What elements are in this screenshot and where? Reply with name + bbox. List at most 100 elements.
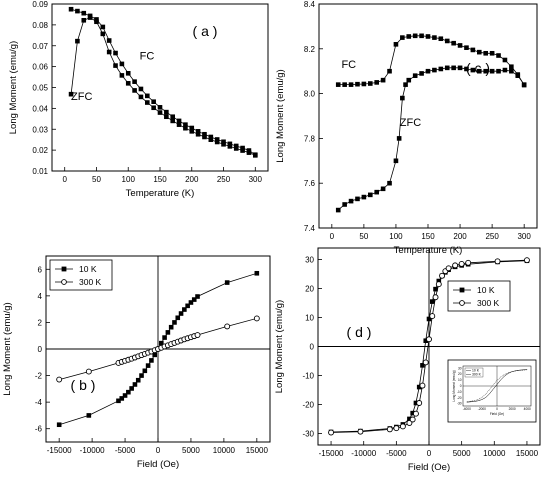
data-point xyxy=(144,93,150,99)
data-point xyxy=(355,196,360,202)
x-tick-label: -10000 xyxy=(80,446,105,455)
data-point xyxy=(214,139,220,145)
data-point xyxy=(429,299,435,304)
y-tick-label: 0 xyxy=(38,345,43,354)
x-tick-label: 0 xyxy=(427,449,432,458)
data-point xyxy=(509,64,514,70)
inset-legend-label: 10 K xyxy=(472,369,480,373)
y-tick-label: 0.05 xyxy=(32,84,48,93)
data-point xyxy=(182,307,187,312)
y-tick-label: 0.04 xyxy=(32,104,48,113)
y-tick-label: 0.08 xyxy=(32,21,48,30)
x-tick-label: 150 xyxy=(421,232,435,241)
data-point xyxy=(393,158,399,164)
chart-panel-a: 0 50 100 150 200 250 300 0.01 0.02 0.03 0.04 0.05 0.… xyxy=(8,0,269,199)
y-axis-label: Long Moment (emu/g) xyxy=(275,69,286,162)
data-point xyxy=(149,358,154,363)
x-tick-label: -10000 xyxy=(351,449,376,458)
data-point xyxy=(119,73,125,78)
data-point xyxy=(246,150,252,155)
inset-y-tick-label: -10 xyxy=(457,390,462,394)
inset-series-line xyxy=(466,369,528,403)
data-point xyxy=(113,63,118,68)
x-tick-label: 15000 xyxy=(516,449,539,458)
series-annotation: FC xyxy=(140,50,155,62)
data-point xyxy=(119,61,125,67)
data-point xyxy=(335,82,341,87)
data-point xyxy=(94,19,99,25)
x-tick-label: 100 xyxy=(122,175,136,184)
data-point xyxy=(465,259,472,266)
data-point xyxy=(183,125,188,131)
data-point xyxy=(342,82,347,87)
y-tick-label: 8.0 xyxy=(304,90,316,99)
data-point xyxy=(119,396,125,401)
data-point xyxy=(195,294,200,299)
x-tick-label: 50 xyxy=(92,175,101,184)
y-tick-label: -20 xyxy=(302,400,314,409)
data-point xyxy=(144,100,150,105)
data-point xyxy=(195,129,201,134)
data-point xyxy=(185,303,190,309)
data-point xyxy=(129,386,134,391)
data-point xyxy=(132,88,137,93)
data-point xyxy=(132,79,137,84)
data-point xyxy=(445,265,452,272)
data-point xyxy=(253,315,260,322)
data-point xyxy=(509,68,514,74)
y-tick-label: 7.6 xyxy=(304,179,316,188)
data-point xyxy=(87,15,93,20)
inset-x-tick-label: 4000 xyxy=(524,407,531,411)
data-point xyxy=(162,335,167,340)
y-tick-label: -4 xyxy=(35,398,43,407)
data-point xyxy=(438,36,444,42)
series-line xyxy=(70,8,256,156)
data-point xyxy=(393,425,400,432)
data-point xyxy=(157,110,163,115)
data-point xyxy=(68,91,74,97)
inset-x-axis-label: Field (Oe) xyxy=(490,412,504,416)
y-tick-label: 30 xyxy=(305,256,314,265)
data-point xyxy=(178,311,184,316)
data-point xyxy=(412,33,418,39)
inset-y-axis-label: Long Moment (emu/g) xyxy=(452,370,456,401)
series-annotation: ZFC xyxy=(71,91,92,103)
data-point xyxy=(423,338,429,344)
x-tick-label: 250 xyxy=(217,175,231,184)
inset-legend-label: 300 K xyxy=(472,373,482,377)
legend-label: 10 K xyxy=(477,285,495,295)
x-tick-label: 100 xyxy=(389,232,403,241)
data-point xyxy=(328,429,335,436)
data-point xyxy=(125,81,131,86)
x-tick-label: 300 xyxy=(249,175,263,184)
series-300-k xyxy=(56,315,260,383)
data-point xyxy=(521,82,527,87)
data-point xyxy=(254,270,260,276)
y-tick-label: 20 xyxy=(305,285,314,294)
data-point xyxy=(158,340,164,346)
y-tick-label: 4 xyxy=(38,292,43,301)
data-point xyxy=(361,81,367,87)
data-point xyxy=(81,10,87,16)
data-point xyxy=(176,122,182,127)
data-point xyxy=(75,38,80,44)
data-point xyxy=(125,71,131,76)
data-point xyxy=(476,68,482,74)
data-point xyxy=(367,192,373,198)
data-point xyxy=(139,373,144,378)
data-point xyxy=(386,426,393,433)
x-axis-label: Temperature (K) xyxy=(394,245,463,256)
series-line xyxy=(338,35,525,86)
legend-marker xyxy=(61,266,67,272)
chart-panel-d: -15000 -10000 -5000 0 5000 10000 15000-30-20-1… xyxy=(274,247,541,473)
data-point xyxy=(432,35,437,40)
data-point xyxy=(240,148,245,153)
x-tick-label: 10000 xyxy=(213,446,236,455)
data-point xyxy=(489,68,495,74)
data-point xyxy=(374,80,380,85)
x-axis-label: Temperature (K) xyxy=(126,188,195,199)
data-point xyxy=(426,336,432,343)
data-point xyxy=(116,398,121,404)
y-tick-label: 7.4 xyxy=(304,224,316,233)
inset-series-line xyxy=(466,369,528,403)
